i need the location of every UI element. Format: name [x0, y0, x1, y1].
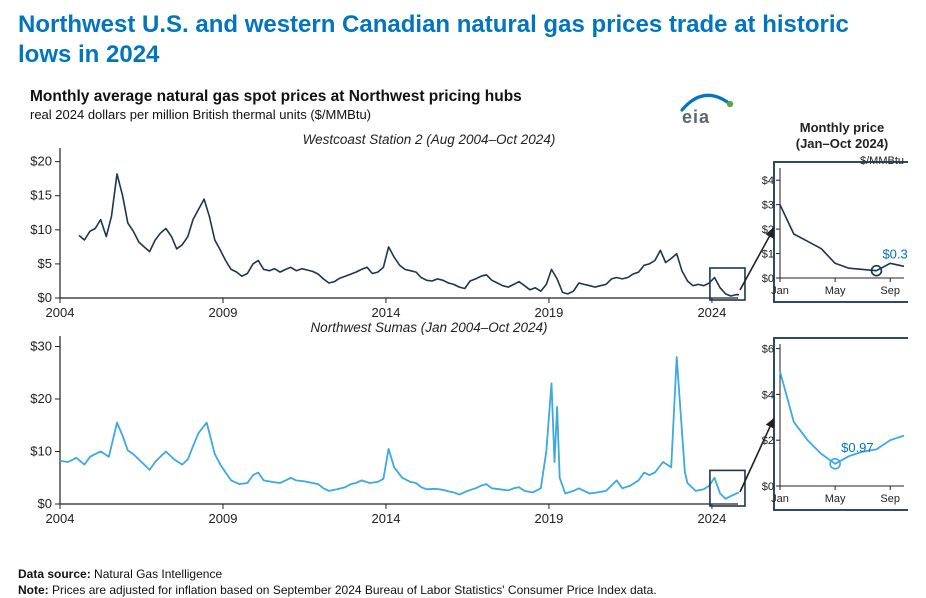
svg-text:$0: $0 [38, 496, 52, 511]
svg-text:$5: $5 [38, 256, 52, 271]
svg-text:2014: 2014 [372, 511, 401, 526]
svg-text:2019: 2019 [534, 511, 563, 526]
chart-footer: Data source: Natural Gas Intelligence No… [18, 566, 908, 598]
svg-text:2004: 2004 [46, 511, 75, 526]
svg-text:$4: $4 [762, 389, 774, 401]
svg-text:$0: $0 [762, 481, 774, 493]
svg-text:$0: $0 [38, 290, 52, 305]
svg-text:$0.30: $0.30 [882, 247, 908, 262]
svg-text:2009: 2009 [209, 511, 238, 526]
svg-text:Jan: Jan [771, 285, 789, 297]
svg-text:2024: 2024 [697, 511, 726, 526]
svg-text:$30: $30 [30, 339, 52, 354]
svg-text:2024: 2024 [697, 305, 726, 320]
footer-note-label: Note: [18, 583, 49, 597]
svg-text:2004: 2004 [46, 305, 75, 320]
svg-text:$15: $15 [30, 188, 52, 203]
svg-text:$20: $20 [30, 391, 52, 406]
svg-text:Sep: Sep [880, 285, 900, 297]
subtitle-line1: Monthly average natural gas spot prices … [30, 88, 522, 106]
svg-text:eia: eia [682, 107, 710, 126]
svg-text:Jan: Jan [771, 493, 789, 505]
chart-subtitle: Monthly average natural gas spot prices … [30, 88, 522, 122]
svg-text:$1: $1 [762, 249, 774, 261]
svg-text:$10: $10 [30, 444, 52, 459]
footer-source-label: Data source: [18, 567, 91, 581]
svg-text:2014: 2014 [372, 305, 401, 320]
footer-note-text: Prices are adjusted for inflation based … [52, 583, 657, 597]
svg-text:$10: $10 [30, 222, 52, 237]
svg-text:$4: $4 [762, 175, 774, 187]
subtitle-line2: real 2024 dollars per million British th… [30, 107, 522, 122]
svg-text:$0: $0 [762, 273, 774, 285]
svg-text:$0.97: $0.97 [841, 440, 874, 455]
svg-text:Westcoast Station 2 (Aug 2004–: Westcoast Station 2 (Aug 2004–Oct 2024) [303, 132, 556, 147]
eia-logo-icon: eia [674, 90, 738, 126]
svg-text:$20: $20 [30, 154, 52, 169]
svg-text:Monthly price: Monthly price [800, 120, 885, 135]
svg-text:$/MMBtu: $/MMBtu [860, 155, 904, 167]
svg-text:May: May [825, 285, 846, 297]
footer-source-text: Natural Gas Intelligence [94, 567, 222, 581]
svg-text:$3: $3 [762, 200, 774, 212]
page-headline: Northwest U.S. and western Canadian natu… [18, 10, 908, 70]
svg-text:May: May [825, 493, 846, 505]
svg-text:2019: 2019 [534, 305, 563, 320]
svg-text:Northwest Sumas (Jan 2004–Oct: Northwest Sumas (Jan 2004–Oct 2024) [310, 320, 547, 335]
svg-text:(Jan–Oct 2024): (Jan–Oct 2024) [796, 136, 889, 151]
svg-text:Sep: Sep [880, 493, 900, 505]
svg-text:2009: 2009 [209, 305, 238, 320]
svg-text:$6: $6 [762, 344, 774, 356]
charts-svg: $0 $5 $10 $15 $20 2004 2009 2014 2019 2024 Westcoa… [18, 88, 908, 528]
chart-area: Monthly average natural gas spot prices … [18, 88, 908, 558]
